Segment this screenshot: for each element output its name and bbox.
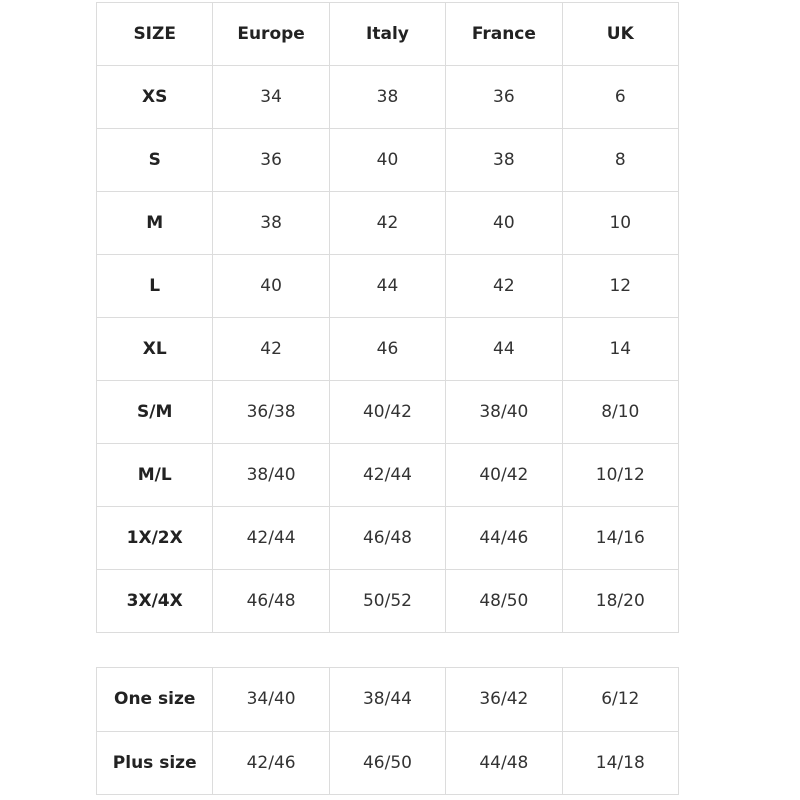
column-header: Europe: [212, 2, 330, 66]
size-value-cell: 36/42: [445, 667, 563, 732]
size-label-cell: 1X/2X: [95, 506, 214, 570]
size-value-cell: 40: [445, 191, 563, 255]
table-row: One size 34/40 38/44 36/42 6/12: [95, 667, 680, 732]
table-row: S 36 40 38 8: [95, 128, 680, 192]
size-value-cell: 44: [445, 317, 563, 381]
size-value-cell: 8: [561, 128, 680, 192]
size-value-cell: 42: [445, 254, 563, 318]
size-value-cell: 46/48: [328, 506, 447, 570]
size-value-cell: 36: [212, 128, 330, 192]
table-row: M 38 42 40 10: [95, 191, 680, 255]
size-value-cell: 42: [328, 191, 447, 255]
size-value-cell: 46/48: [212, 569, 330, 633]
size-value-cell: 12: [561, 254, 680, 318]
table-row: Plus size 42/46 46/50 44/48 14/18: [95, 730, 680, 795]
size-label-cell: XL: [95, 317, 214, 381]
size-chart-table: SIZE Europe Italy France UK XS 34 38 36 6 S 36 40 38…: [95, 2, 680, 633]
size-value-cell: 44/46: [445, 506, 563, 570]
size-value-cell: 38/40: [445, 380, 563, 444]
size-value-cell: 44: [328, 254, 447, 318]
table-row: XL 42 46 44 14: [95, 317, 680, 381]
size-value-cell: 36/38: [212, 380, 330, 444]
size-value-cell: 18/20: [561, 569, 680, 633]
one-plus-size-table: One size 34/40 38/44 36/42 6/12 Plus size 42/4…: [95, 667, 680, 795]
size-value-cell: 40: [328, 128, 447, 192]
size-value-cell: 8/10: [561, 380, 680, 444]
table-row: S/M 36/38 40/42 38/40 8/10: [95, 380, 680, 444]
size-value-cell: 40: [212, 254, 330, 318]
table-row: XS 34 38 36 6: [95, 65, 680, 129]
size-value-cell: 40/42: [328, 380, 447, 444]
size-value-cell: 38: [328, 65, 447, 129]
size-label-cell: M/L: [95, 443, 214, 507]
size-label-cell: 3X/4X: [95, 569, 214, 633]
table-row: 3X/4X 46/48 50/52 48/50 18/20: [95, 569, 680, 633]
column-header: SIZE: [95, 2, 214, 66]
table-row: M/L 38/40 42/44 40/42 10/12: [95, 443, 680, 507]
size-value-cell: 34/40: [212, 667, 330, 732]
size-value-cell: 14/18: [561, 730, 680, 795]
size-label-cell: XS: [95, 65, 214, 129]
size-label-cell: M: [95, 191, 214, 255]
size-value-cell: 34: [212, 65, 330, 129]
size-value-cell: 38/44: [328, 667, 447, 732]
size-value-cell: 38: [212, 191, 330, 255]
size-value-cell: 42/46: [212, 730, 330, 795]
table-row: L 40 44 42 12: [95, 254, 680, 318]
size-value-cell: 36: [445, 65, 563, 129]
size-label-cell: L: [95, 254, 214, 318]
size-label-cell: S: [95, 128, 214, 192]
table-row: 1X/2X 42/44 46/48 44/46 14/16: [95, 506, 680, 570]
size-value-cell: 46: [328, 317, 447, 381]
size-value-cell: 10: [561, 191, 680, 255]
size-value-cell: 14/16: [561, 506, 680, 570]
size-value-cell: 46/50: [328, 730, 447, 795]
column-header: France: [445, 2, 563, 66]
size-value-cell: 40/42: [445, 443, 563, 507]
size-label-cell: One size: [95, 667, 214, 732]
header-row: SIZE Europe Italy France UK: [95, 2, 680, 66]
column-header: UK: [561, 2, 680, 66]
column-header: Italy: [328, 2, 447, 66]
size-value-cell: 38/40: [212, 443, 330, 507]
size-label-cell: S/M: [95, 380, 214, 444]
size-label-cell: Plus size: [95, 730, 214, 795]
size-value-cell: 48/50: [445, 569, 563, 633]
size-value-cell: 14: [561, 317, 680, 381]
size-value-cell: 44/48: [445, 730, 563, 795]
size-value-cell: 50/52: [328, 569, 447, 633]
size-value-cell: 42/44: [328, 443, 447, 507]
size-value-cell: 42: [212, 317, 330, 381]
size-value-cell: 38: [445, 128, 563, 192]
size-value-cell: 6: [561, 65, 680, 129]
size-value-cell: 10/12: [561, 443, 680, 507]
size-value-cell: 42/44: [212, 506, 330, 570]
size-value-cell: 6/12: [561, 667, 680, 732]
